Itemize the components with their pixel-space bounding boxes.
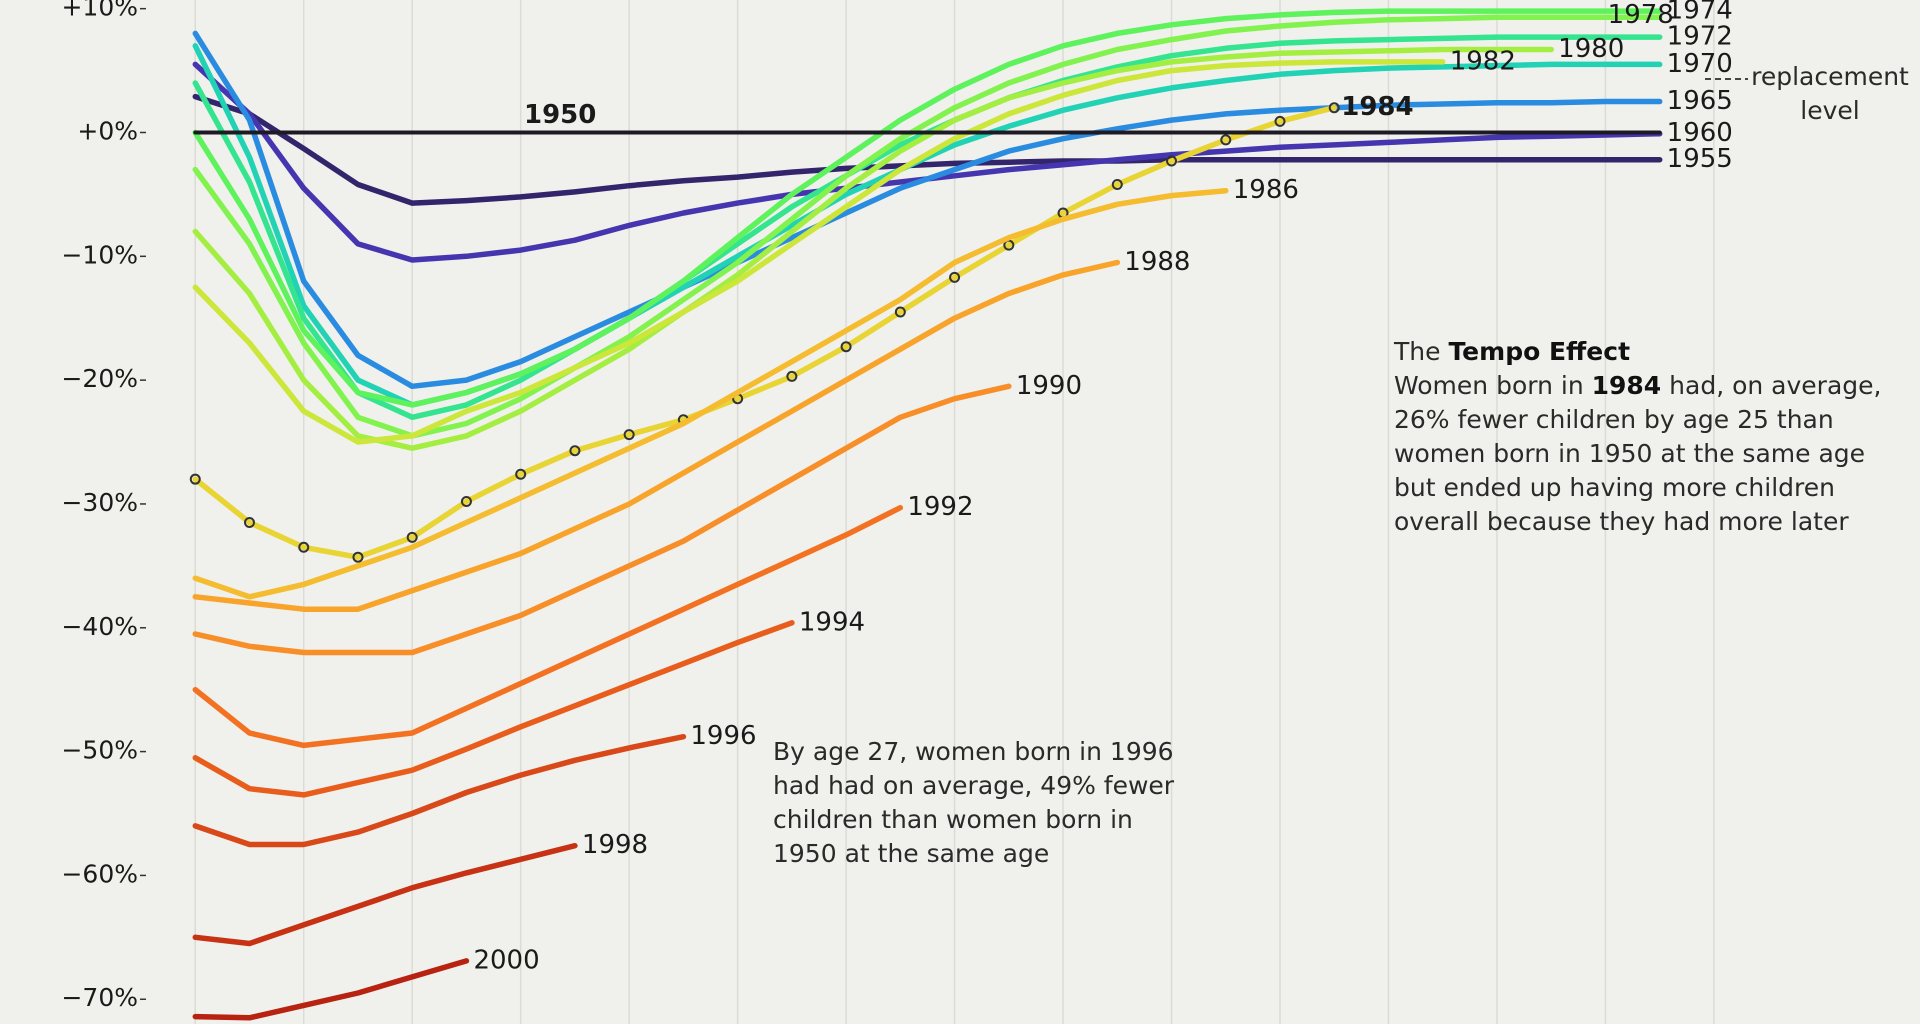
- series-line: [192, 59, 1446, 445]
- tempo-annotation: The Tempo Effect Women born in 1984 had,…: [1394, 335, 1894, 539]
- series-label: 1955: [1667, 144, 1733, 174]
- series-label: 1978: [1608, 0, 1674, 30]
- point-marker: [406, 531, 418, 543]
- annotation-text: The: [1394, 337, 1441, 366]
- point-marker: [786, 370, 798, 382]
- series-label: 1982: [1450, 46, 1516, 76]
- point-marker: [1166, 155, 1178, 167]
- point-marker: [623, 429, 635, 441]
- series-label: 1994: [799, 607, 865, 637]
- reference-label: replacement level: [1751, 62, 1909, 125]
- point-marker: [1220, 134, 1232, 146]
- series-line: [192, 259, 1121, 612]
- y-tick-label: −70%: [61, 983, 138, 1012]
- series-label: 1992: [907, 492, 973, 522]
- y-tick-label: +0%: [77, 116, 138, 145]
- point-marker: [1328, 102, 1340, 114]
- series-line: [192, 958, 470, 1021]
- series-line: [192, 842, 578, 947]
- y-tick-label: −30%: [61, 488, 138, 517]
- y-tick-label: +10%: [61, 0, 138, 22]
- point-marker: [352, 551, 364, 563]
- series-label: 1988: [1124, 247, 1190, 277]
- series-line: [192, 104, 1337, 560]
- series-label: 1990: [1016, 371, 1082, 401]
- point-marker: [515, 468, 527, 480]
- series-label: 1950: [524, 100, 596, 130]
- series-line: [192, 733, 687, 848]
- y-tick-label: −60%: [61, 859, 138, 888]
- annotation-body: Women born in 1984 had, on average, 26% …: [1394, 369, 1894, 539]
- series-label: 1984: [1341, 92, 1413, 122]
- annotation-text: Women born in: [1394, 371, 1584, 400]
- point-marker: [460, 495, 472, 507]
- series-label: 2000: [473, 945, 539, 975]
- point-marker: [894, 306, 906, 318]
- series-label: 1974: [1667, 0, 1733, 26]
- point-marker: [840, 341, 852, 353]
- point-marker: [1111, 178, 1123, 190]
- cohort-annotation: By age 27, women born in 1996 had had on…: [773, 737, 1175, 868]
- series-line: [192, 383, 1012, 656]
- annotation-text: had, on average, 26% fewer children by a…: [1394, 371, 1882, 536]
- annotation-bold: 1984: [1591, 371, 1662, 400]
- series-label: 1986: [1233, 175, 1299, 205]
- y-tick-label: −40%: [61, 612, 138, 641]
- series-label: 1972: [1667, 22, 1733, 52]
- y-tick-label: −20%: [61, 364, 138, 393]
- point-marker: [298, 541, 310, 553]
- series-label: 1996: [690, 721, 756, 751]
- point-marker: [243, 517, 255, 529]
- series-label: 1960: [1667, 118, 1733, 148]
- series-label: 1998: [582, 830, 648, 860]
- series-label: 1980: [1558, 34, 1624, 64]
- y-tick-label: −50%: [61, 736, 138, 765]
- y-tick-label: −10%: [61, 240, 138, 269]
- series-line: [192, 504, 904, 749]
- series-line: [192, 187, 1229, 600]
- series-line: [192, 30, 1663, 390]
- annotation-title: The Tempo Effect: [1394, 335, 1894, 369]
- point-marker: [189, 473, 201, 485]
- series-label: 1970: [1667, 49, 1733, 79]
- series-line: [192, 8, 1663, 408]
- point-marker: [1274, 115, 1286, 127]
- series-line: [192, 93, 1663, 206]
- series-label: 1965: [1667, 86, 1733, 116]
- series-line: [192, 46, 1554, 451]
- series-line: [192, 14, 1663, 439]
- annotation-bold: Tempo Effect: [1448, 337, 1631, 366]
- point-marker: [569, 445, 581, 457]
- series-line: [192, 620, 795, 798]
- point-marker: [949, 271, 961, 283]
